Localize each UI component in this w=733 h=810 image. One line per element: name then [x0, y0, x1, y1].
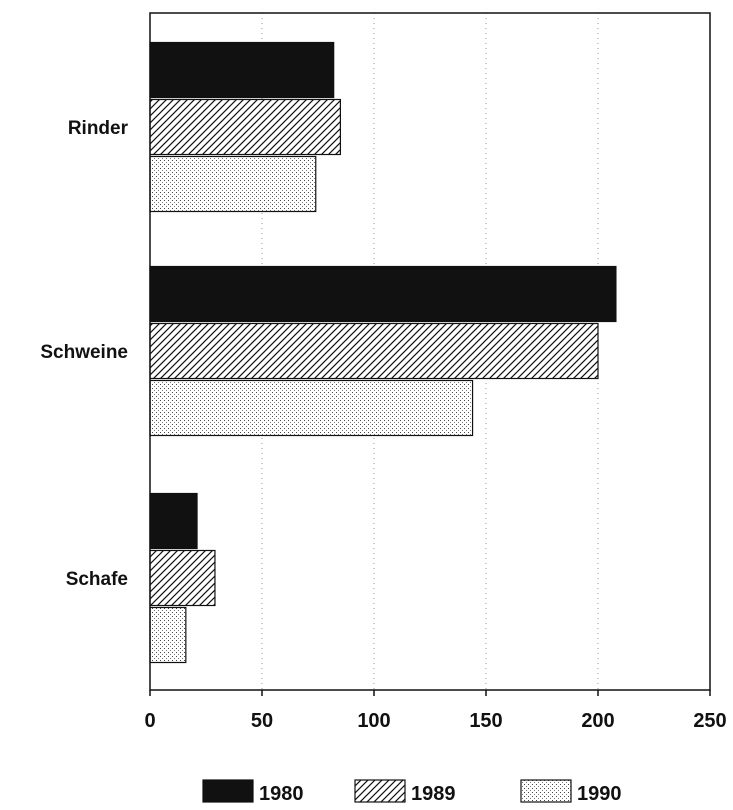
- bar-rinder-1989: [149, 98, 341, 156]
- plot-frame: [149, 12, 711, 691]
- x-tick-label-150: 150: [469, 710, 502, 732]
- legend-swatch-1989: [354, 779, 406, 803]
- bar-schafe-1990: [149, 606, 187, 664]
- bar-rinder-1990: [149, 155, 317, 213]
- category-label-rinder: Rinder: [68, 118, 129, 139]
- x-tick-label-250: 250: [693, 710, 726, 732]
- bar-rinder-1980: [149, 41, 335, 99]
- legend-label-1990: 1990: [577, 783, 622, 805]
- bar-schweine-1980: [149, 265, 617, 323]
- legend-swatch-1990: [520, 779, 572, 803]
- bar-schafe-1989: [149, 549, 216, 607]
- bar-schafe-1980: [149, 492, 198, 550]
- bar-schweine-1990: [149, 379, 474, 437]
- legend-label-1980: 1980: [259, 783, 304, 805]
- x-tick-label-100: 100: [357, 710, 390, 732]
- legend-label-1989: 1989: [411, 783, 456, 805]
- x-tick-label-200: 200: [581, 710, 614, 732]
- legend-swatch-1980: [202, 779, 254, 803]
- category-label-schweine: Schweine: [40, 342, 128, 363]
- x-tick-label-0: 0: [144, 710, 155, 732]
- x-tick-label-50: 50: [251, 710, 273, 732]
- bar-schweine-1989: [149, 322, 599, 380]
- category-label-schafe: Schafe: [66, 569, 128, 590]
